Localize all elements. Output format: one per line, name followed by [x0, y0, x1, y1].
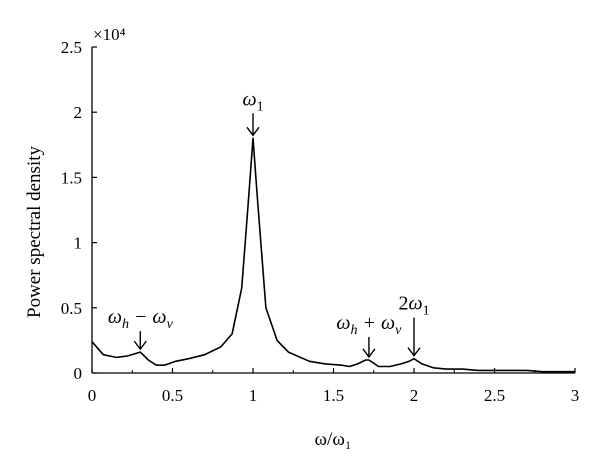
- x-tick-label: 1.5: [323, 386, 344, 405]
- annotation-label: ω1: [242, 88, 263, 114]
- x-tick-label: 1: [249, 386, 258, 405]
- y-tick-label: 0: [74, 364, 83, 383]
- annotation-arrow-head: [362, 348, 376, 359]
- y-axis-multiplier: ×10⁴: [93, 25, 126, 44]
- y-axis-ticks: 0 0.5 1 1.5 2 2.5: [61, 38, 97, 383]
- y-tick-label: 2.5: [61, 38, 82, 57]
- x-tick-label: 0.5: [162, 386, 183, 405]
- annotation-label: ωh + ωv: [336, 312, 402, 338]
- x-axis-ticks: 0 0.5 1 1.5 2 2.5 3: [88, 368, 580, 405]
- y-tick-label: 0.5: [61, 299, 82, 318]
- annotation-label: ωh − ωv: [108, 306, 174, 332]
- psd-series-line: [91, 137, 575, 373]
- x-tick-label: 3: [571, 386, 580, 405]
- y-tick-label: 2: [74, 103, 83, 122]
- annotation-arrow-head: [133, 340, 147, 351]
- x-tick-label: 0: [88, 386, 97, 405]
- annotation-label: 2ω1: [398, 293, 429, 319]
- annotation-arrow-head: [407, 347, 421, 357]
- y-tick-label: 1: [74, 234, 83, 253]
- x-tick-label: 2: [410, 386, 419, 405]
- annotation-arrow-head: [246, 126, 260, 137]
- x-axis-label: ω/ω₁: [315, 429, 352, 450]
- series-group: [91, 137, 575, 373]
- y-tick-label: 1.5: [61, 168, 82, 187]
- y-axis-label: Power spectral density: [24, 145, 45, 318]
- x-tick-label: 2.5: [484, 386, 505, 405]
